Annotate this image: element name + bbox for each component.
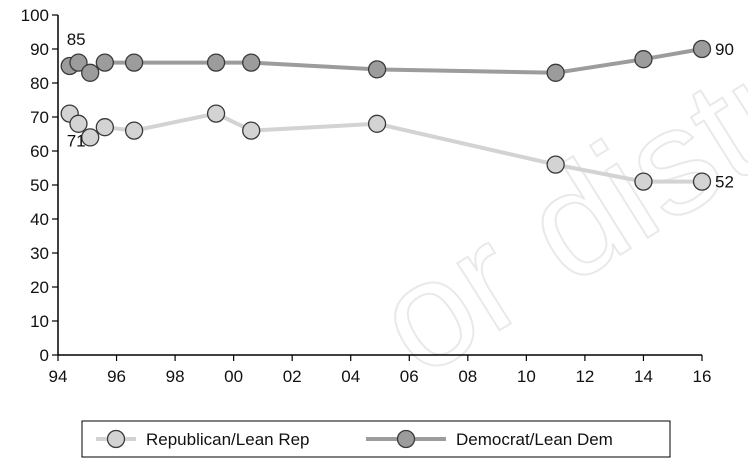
- series-1-point: [69, 53, 88, 72]
- x-tick-label: 10: [517, 367, 536, 386]
- legend-box: [81, 420, 671, 458]
- data-label: 85: [67, 30, 86, 49]
- legend-swatch-marker: [106, 429, 126, 449]
- series-1-point: [95, 53, 114, 72]
- series-1-point: [692, 39, 712, 59]
- y-tick-label: 50: [30, 176, 49, 195]
- y-tick-label: 100: [21, 6, 49, 25]
- chart-legend: Republican/Lean Rep Democrat/Lean Dem: [81, 420, 671, 458]
- x-tick-label: 06: [400, 367, 419, 386]
- series-0-point: [81, 128, 100, 147]
- y-tick-label: 20: [30, 278, 49, 297]
- y-tick-label: 30: [30, 244, 49, 263]
- legend-label: Democrat/Lean Dem: [456, 430, 613, 449]
- y-tick-label: 90: [30, 40, 49, 59]
- chart-axes: 0 10 20 30 40 50 60 70 80 90 100 94 96 98 00 02 04 06 08 10…: [21, 6, 712, 386]
- data-label: 90: [715, 40, 734, 59]
- y-tick-label: 80: [30, 74, 49, 93]
- series-1-point: [81, 63, 100, 82]
- series-0-point: [692, 172, 712, 191]
- series-0-point: [367, 114, 387, 133]
- series-0-point: [242, 121, 261, 140]
- chart-data-labels: 85 71 90 52: [67, 30, 734, 192]
- series-0-point: [206, 104, 226, 123]
- x-tick-label: 08: [458, 367, 477, 386]
- x-tick-label: 96: [107, 367, 126, 386]
- legend-swatch-marker: [396, 429, 416, 449]
- series-0-point: [69, 114, 88, 133]
- x-tick-label: 16: [693, 367, 712, 386]
- chart-series: [60, 39, 712, 191]
- x-tick-label: 14: [634, 367, 653, 386]
- series-0-point: [634, 172, 653, 191]
- series-1-point: [242, 53, 261, 72]
- y-tick-label: 70: [30, 108, 49, 127]
- series-1-point: [124, 53, 144, 72]
- series-0-point: [546, 155, 565, 174]
- data-label: 71: [67, 132, 86, 151]
- y-tick-label: 60: [30, 142, 49, 161]
- x-tick-label: 04: [341, 367, 360, 386]
- y-tick-label: 10: [30, 312, 49, 331]
- x-tick-label: 94: [49, 367, 68, 386]
- x-tick-label: 98: [166, 367, 185, 386]
- series-1-point: [546, 63, 565, 82]
- data-label: 52: [715, 173, 734, 192]
- legend-label: Republican/Lean Rep: [146, 430, 310, 449]
- x-tick-label: 12: [575, 367, 594, 386]
- series-0-point: [124, 121, 144, 140]
- x-tick-label: 02: [283, 367, 302, 386]
- series-1-point: [206, 53, 226, 72]
- series-0-point: [95, 118, 114, 137]
- series-1-point: [634, 50, 653, 69]
- y-tick-label: 0: [40, 346, 49, 365]
- watermark-text: or distrib: [348, 0, 748, 407]
- series-1-point: [367, 60, 387, 79]
- x-tick-label: 00: [224, 367, 243, 386]
- y-tick-label: 40: [30, 210, 49, 229]
